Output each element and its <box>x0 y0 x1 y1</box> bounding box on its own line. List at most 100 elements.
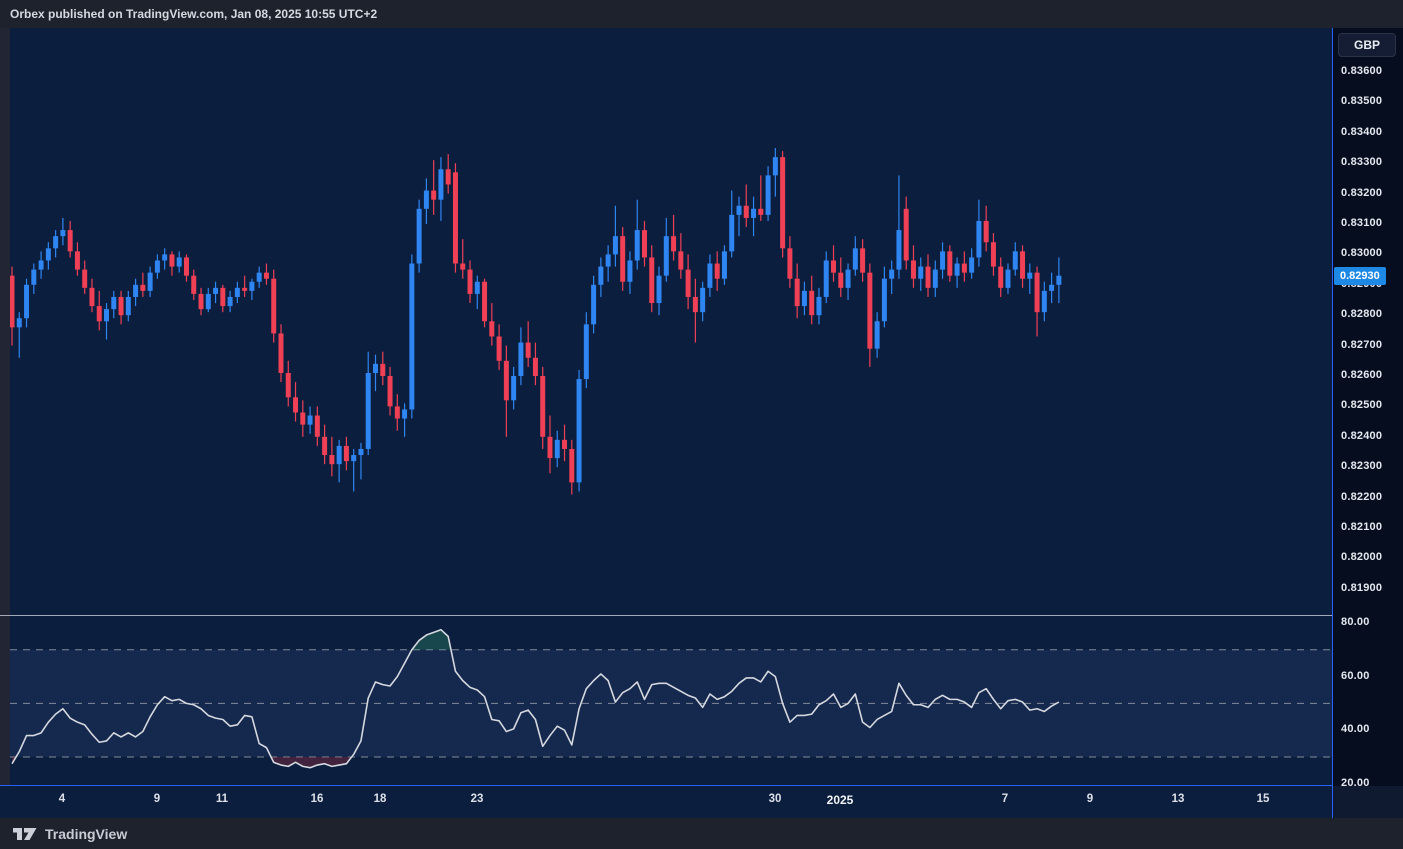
candle <box>932 260 938 297</box>
candle <box>198 287 204 316</box>
time-axis-border-line <box>0 785 1403 786</box>
candle <box>518 327 524 386</box>
candle <box>1020 245 1026 288</box>
candle <box>416 199 422 273</box>
candle <box>387 366 393 416</box>
candle <box>816 287 822 325</box>
candle <box>692 278 698 343</box>
candle <box>496 324 502 370</box>
tradingview-logo-icon[interactable] <box>12 826 38 842</box>
candle <box>765 166 771 221</box>
time-axis-label: 23 <box>470 793 484 805</box>
candle <box>511 366 517 410</box>
candle <box>976 199 982 267</box>
scale-corner <box>1333 786 1403 818</box>
last-price-tag: 0.82930 <box>1334 267 1386 285</box>
candle <box>605 245 611 282</box>
candle <box>460 239 466 279</box>
candle <box>314 406 320 446</box>
candle <box>612 205 618 267</box>
candle <box>721 245 727 285</box>
candle <box>591 275 597 334</box>
candle <box>234 281 240 304</box>
time-scale[interactable]: 4 9 11 16 18 23 30 2025 7 9 13 15 <box>0 786 1332 818</box>
time-axis-label: 18 <box>373 793 387 805</box>
rsi-plot[interactable] <box>10 616 1332 785</box>
candle <box>1056 257 1062 304</box>
candle <box>910 245 916 288</box>
candle <box>154 254 160 279</box>
candle <box>1027 263 1033 294</box>
candle <box>627 251 633 294</box>
pane-separator-line[interactable] <box>0 615 1403 616</box>
candle <box>990 233 996 276</box>
price-axis-label: 0.81900 <box>1341 581 1383 594</box>
price-axis-label: 0.82700 <box>1341 338 1383 351</box>
time-axis-label: 9 <box>1086 793 1094 805</box>
candle <box>285 360 291 407</box>
candle <box>852 236 858 276</box>
price-axis-label: 0.83600 <box>1341 65 1383 77</box>
price-axis-label: 0.82200 <box>1341 490 1383 503</box>
candle <box>307 406 313 434</box>
candle <box>634 199 640 270</box>
price-axis-label: 40.00 <box>1341 723 1370 736</box>
price-axis-label: 0.82600 <box>1341 369 1383 381</box>
price-scale-border-line <box>1332 28 1333 818</box>
candle <box>213 281 219 304</box>
candle <box>394 394 400 431</box>
candle <box>24 278 30 328</box>
candle <box>809 275 815 325</box>
rsi-overbought-fill <box>411 629 451 650</box>
candle <box>743 184 749 228</box>
left-gutter <box>0 28 10 785</box>
candle <box>1034 266 1040 337</box>
candle <box>380 351 386 386</box>
candlestick-plot[interactable] <box>10 28 1332 616</box>
candle <box>874 312 880 358</box>
candle <box>431 160 437 215</box>
candle <box>700 281 706 322</box>
footer-brand[interactable]: TradingView <box>45 825 128 842</box>
candle <box>845 263 851 300</box>
candle <box>620 227 626 291</box>
price-scale[interactable]: 0.83600 0.83500 0.83400 0.83300 0.83200 0.831… <box>1333 28 1403 818</box>
candle <box>227 290 233 313</box>
price-axis-label: 20.00 <box>1341 776 1370 789</box>
candle <box>598 257 604 297</box>
candle <box>336 439 342 483</box>
candle <box>1005 263 1011 294</box>
price-axis-label: 0.82800 <box>1341 308 1383 321</box>
candle <box>140 272 146 297</box>
candle <box>998 257 1004 297</box>
candle <box>772 148 778 197</box>
candle <box>758 175 764 221</box>
candle <box>300 400 306 437</box>
candle <box>503 345 509 437</box>
candle <box>969 248 975 279</box>
candle <box>205 287 211 313</box>
candle <box>896 175 902 279</box>
price-axis-label: 0.83000 <box>1341 247 1383 260</box>
candle <box>38 251 44 279</box>
candle <box>118 290 124 325</box>
candle <box>925 254 931 297</box>
candle <box>583 312 589 389</box>
candle <box>452 163 458 273</box>
time-axis-label: 30 <box>768 793 782 805</box>
candle <box>351 448 357 492</box>
candle <box>889 260 895 294</box>
candle <box>176 251 182 273</box>
symbol-button[interactable]: GBP <box>1338 33 1396 57</box>
candle <box>133 278 139 307</box>
time-axis-label: 2025 <box>826 793 854 807</box>
candle <box>707 254 713 297</box>
candle <box>111 290 117 319</box>
candle <box>569 439 575 495</box>
candle <box>409 254 415 419</box>
footer-bar: TradingView <box>0 818 1403 849</box>
candle <box>293 382 299 422</box>
candle <box>983 205 989 252</box>
candle <box>576 369 582 492</box>
candle <box>249 278 255 300</box>
